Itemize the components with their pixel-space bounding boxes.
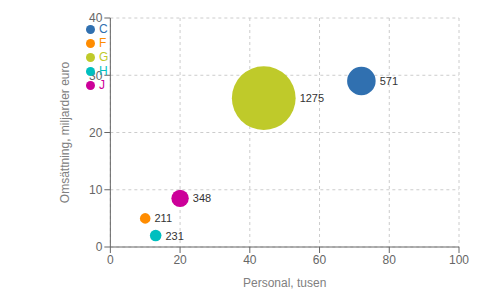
svg-text:231: 231 [165, 230, 183, 242]
svg-text:60: 60 [313, 253, 327, 267]
svg-text:20: 20 [173, 253, 187, 267]
svg-text:Omsättning, miljarder euro: Omsättning, miljarder euro [58, 61, 72, 203]
svg-text:571: 571 [380, 75, 398, 87]
svg-text:40: 40 [243, 253, 257, 267]
html-text:F: F [99, 36, 107, 50]
svg-text:0: 0 [107, 253, 114, 267]
svg-text:80: 80 [383, 253, 397, 267]
html-text:G: G [99, 50, 109, 64]
svg-text:211: 211 [154, 212, 172, 224]
svg-text:Personal, tusen: Personal, tusen [243, 276, 326, 290]
svg-text:10: 10 [89, 183, 103, 197]
html-text:H: H [99, 64, 108, 78]
html-text:J: J [99, 78, 105, 92]
svg-text:0: 0 [96, 240, 103, 254]
svg-text:30: 30 [89, 69, 103, 83]
svg-text:348: 348 [193, 192, 211, 204]
svg-text:1275: 1275 [300, 92, 324, 104]
svg-text:40: 40 [89, 11, 103, 25]
svg-text:100: 100 [449, 253, 469, 267]
svg-text:20: 20 [89, 126, 103, 140]
html-text:C: C [99, 22, 108, 36]
